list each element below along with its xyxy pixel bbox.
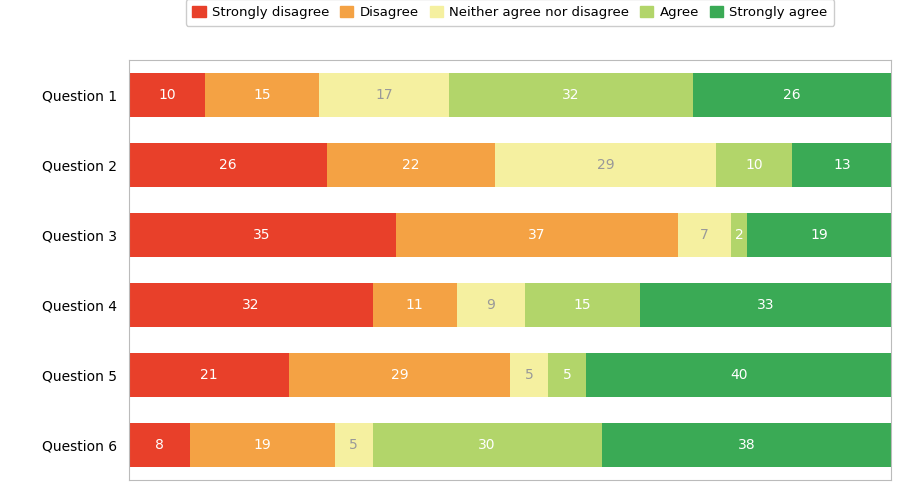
Text: 15: 15 xyxy=(254,88,271,102)
Bar xyxy=(510,354,548,397)
Text: 26: 26 xyxy=(219,158,236,172)
Text: 17: 17 xyxy=(375,88,393,102)
Bar xyxy=(289,354,510,397)
Bar xyxy=(373,424,602,467)
Bar xyxy=(526,284,640,327)
Text: 32: 32 xyxy=(242,298,259,312)
Text: 38: 38 xyxy=(738,438,755,452)
Bar xyxy=(746,214,891,256)
Legend: Strongly disagree, Disagree, Neither agree nor disagree, Agree, Strongly agree: Strongly disagree, Disagree, Neither agr… xyxy=(186,0,834,26)
Text: 7: 7 xyxy=(700,228,709,242)
Text: 5: 5 xyxy=(562,368,572,382)
Bar xyxy=(320,74,449,116)
Text: 9: 9 xyxy=(486,298,495,312)
Bar xyxy=(494,144,716,186)
Text: 8: 8 xyxy=(154,438,164,452)
Text: 29: 29 xyxy=(391,368,408,382)
Bar xyxy=(678,214,732,256)
Text: 30: 30 xyxy=(479,438,496,452)
Bar xyxy=(716,144,792,186)
Text: 11: 11 xyxy=(406,298,424,312)
Text: 29: 29 xyxy=(596,158,614,172)
Text: 33: 33 xyxy=(757,298,775,312)
Text: 5: 5 xyxy=(525,368,534,382)
Bar xyxy=(129,284,373,327)
Text: 32: 32 xyxy=(562,88,580,102)
Text: 2: 2 xyxy=(734,228,743,242)
Bar xyxy=(189,424,335,467)
Text: 22: 22 xyxy=(403,158,420,172)
Text: 19: 19 xyxy=(254,438,271,452)
Bar xyxy=(693,74,891,116)
Bar xyxy=(129,214,395,256)
Text: 40: 40 xyxy=(730,368,748,382)
Text: 26: 26 xyxy=(784,88,801,102)
Bar xyxy=(395,214,678,256)
Text: 37: 37 xyxy=(528,228,546,242)
Bar xyxy=(129,424,189,467)
Text: 5: 5 xyxy=(349,438,358,452)
Text: 13: 13 xyxy=(833,158,851,172)
Text: 35: 35 xyxy=(254,228,271,242)
Bar xyxy=(792,144,891,186)
Bar xyxy=(640,284,891,327)
Bar xyxy=(732,214,746,256)
Bar xyxy=(129,74,205,116)
Bar xyxy=(549,354,586,397)
Bar xyxy=(373,284,457,327)
Bar xyxy=(129,354,289,397)
Bar xyxy=(602,424,891,467)
Text: 10: 10 xyxy=(158,88,176,102)
Bar xyxy=(129,144,327,186)
Bar xyxy=(335,424,373,467)
Bar xyxy=(586,354,891,397)
Text: 21: 21 xyxy=(200,368,218,382)
Text: 19: 19 xyxy=(810,228,828,242)
Bar xyxy=(457,284,526,327)
Text: 15: 15 xyxy=(573,298,591,312)
Text: 10: 10 xyxy=(745,158,763,172)
Bar xyxy=(449,74,693,116)
Bar xyxy=(327,144,494,186)
Bar xyxy=(205,74,320,116)
